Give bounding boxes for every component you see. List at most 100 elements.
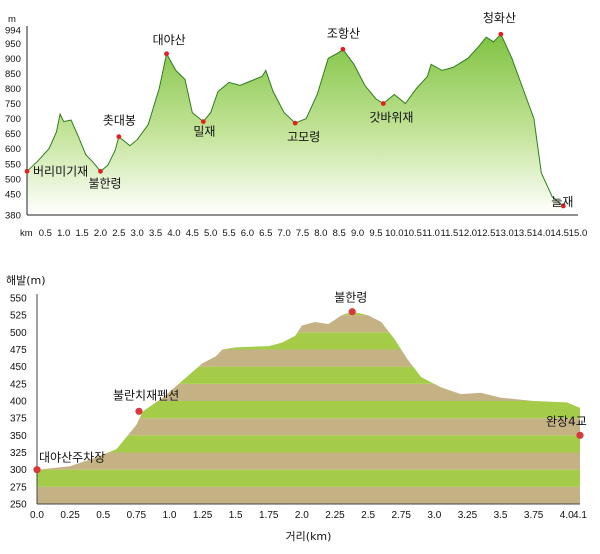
x-tick-label: 3.75 bbox=[524, 510, 544, 521]
y-tick-label: 800 bbox=[5, 84, 21, 95]
x-tick-label: 7.5 bbox=[296, 228, 309, 239]
chart-elevation-profile-ridge: m 380 450 500 550 600 650 700 750 800 850 900 950 994… bbox=[5, 11, 588, 239]
x-tick-label: 8.5 bbox=[333, 228, 346, 239]
x-tick-label: 13.5 bbox=[514, 228, 533, 239]
y-axis-unit-label: m bbox=[8, 14, 16, 25]
peak-label: 대야산 bbox=[153, 33, 186, 47]
point-label: 불한령 bbox=[334, 291, 367, 305]
x-tick-label: 7.0 bbox=[278, 228, 291, 239]
x-tick-label: 2.75 bbox=[391, 510, 411, 521]
x-tick-label: 3.25 bbox=[458, 510, 478, 521]
x-tick-label: 6.0 bbox=[241, 228, 254, 239]
y-tick-label: 450 bbox=[10, 362, 27, 373]
peak-label: 늘재 bbox=[551, 195, 573, 209]
y-tick-label: 375 bbox=[10, 414, 27, 425]
x-tick-label: 10.0 bbox=[385, 228, 404, 239]
peak-marker bbox=[380, 101, 386, 106]
x-tick-label: 12.5 bbox=[477, 228, 496, 239]
x-tick-label: 2.0 bbox=[94, 228, 107, 239]
x-tick-label: 11.0 bbox=[422, 228, 440, 239]
x-tick-label: 13.0 bbox=[495, 228, 514, 239]
x-tick-label: 14.5 bbox=[550, 228, 569, 239]
y-tick-label: 650 bbox=[5, 129, 21, 140]
x-tick-label: 6.5 bbox=[259, 228, 272, 239]
x-tick-label: 5.0 bbox=[204, 228, 217, 239]
x-tick-label: 14.0 bbox=[532, 228, 551, 239]
y-tick-label: 850 bbox=[5, 69, 21, 80]
x-tick-label: 1.25 bbox=[193, 510, 213, 521]
y-tick-label: 475 bbox=[10, 345, 27, 356]
point-marker bbox=[576, 431, 584, 439]
peak-marker bbox=[292, 120, 298, 126]
x-tick-label: 0.5 bbox=[39, 228, 52, 239]
x-axis-title: 거리(km) bbox=[286, 530, 332, 543]
x-tick-label: 15.0 bbox=[569, 228, 588, 239]
y-tick-label: 450 bbox=[5, 189, 21, 200]
elevation-band bbox=[37, 435, 580, 453]
point-label: 불란치재펜션 bbox=[113, 388, 179, 402]
x-tick-label: 4.0 bbox=[560, 510, 574, 521]
elevation-band bbox=[37, 349, 580, 367]
elevation-band bbox=[37, 366, 580, 384]
peak-label: 불한령 bbox=[88, 176, 121, 190]
y-tick-label: 525 bbox=[10, 311, 27, 322]
x-tick-label: 2.5 bbox=[112, 228, 125, 239]
y-tick-label: 380 bbox=[5, 211, 21, 222]
peak-label: 밀재 bbox=[193, 125, 215, 139]
x-tick-label: 12.0 bbox=[459, 228, 478, 239]
elevation-band bbox=[37, 486, 580, 504]
peak-label: 촛대봉 bbox=[103, 114, 136, 128]
x-tick-label: 10.5 bbox=[403, 228, 422, 239]
peak-marker bbox=[116, 134, 122, 140]
x-tick-label: 0.0 bbox=[30, 510, 44, 521]
peak-marker bbox=[98, 168, 103, 174]
x-tick-label: 9.0 bbox=[351, 228, 364, 239]
peak-marker bbox=[164, 51, 169, 57]
point-label: 대야산주차장 bbox=[39, 451, 105, 465]
x-tick-label: 0.75 bbox=[127, 510, 147, 521]
elevation-band bbox=[37, 332, 580, 350]
x-tick-label: 11.5 bbox=[441, 228, 459, 239]
x-tick-label: 4.0 bbox=[167, 228, 180, 239]
y-tick-label: 750 bbox=[5, 99, 21, 110]
peak-marker bbox=[560, 203, 566, 209]
x-tick-label: 2.5 bbox=[361, 510, 375, 521]
x-tick-label: 4.5 bbox=[186, 228, 199, 239]
y-tick-label: 900 bbox=[5, 54, 21, 65]
x-tick-label: 9.5 bbox=[369, 228, 382, 239]
x-tick-label: 3.0 bbox=[427, 510, 441, 521]
chart-elevation-profile-trail: 해발(m) 250 275 300 325 350 375 400 425 450 475 500 52… bbox=[6, 273, 587, 543]
elevation-band bbox=[37, 315, 580, 333]
x-tick-label: 1.5 bbox=[75, 228, 88, 239]
y-tick-label: 550 bbox=[10, 294, 27, 305]
peak-label: 갓바위재 bbox=[369, 111, 413, 125]
point-marker bbox=[135, 407, 143, 415]
y-tick-label: 350 bbox=[10, 431, 27, 442]
x-axis-unit-label: km bbox=[20, 228, 33, 239]
x-tick-label: 1.0 bbox=[162, 510, 176, 521]
peak-label: 고모령 bbox=[287, 130, 320, 144]
elevation-band bbox=[37, 311, 580, 316]
y-tick-label: 600 bbox=[5, 144, 21, 155]
point-marker bbox=[33, 466, 41, 474]
elevation-band bbox=[37, 452, 580, 470]
y-tick-label: 425 bbox=[10, 379, 27, 390]
y-tick-label: 500 bbox=[10, 328, 27, 339]
x-tick-label: 1.75 bbox=[259, 510, 279, 521]
elevation-band bbox=[37, 469, 580, 487]
x-tick-label: 5.5 bbox=[222, 228, 235, 239]
y-tick-label: 250 bbox=[10, 500, 27, 511]
y-tick-label: 275 bbox=[10, 482, 27, 493]
y-tick-label: 950 bbox=[5, 39, 21, 50]
point-label: 완장4교 bbox=[546, 414, 587, 428]
elevation-band bbox=[37, 418, 580, 436]
x-tick-label: 4.1 bbox=[573, 510, 587, 521]
x-tick-label: 0.25 bbox=[60, 510, 80, 521]
y-tick-label: 994 bbox=[5, 26, 21, 37]
peak-marker bbox=[340, 46, 346, 52]
peak-marker bbox=[24, 168, 30, 174]
y-tick-label: 500 bbox=[5, 174, 21, 185]
peak-label: 조항산 bbox=[327, 26, 360, 40]
x-tick-label: 8.0 bbox=[314, 228, 327, 239]
